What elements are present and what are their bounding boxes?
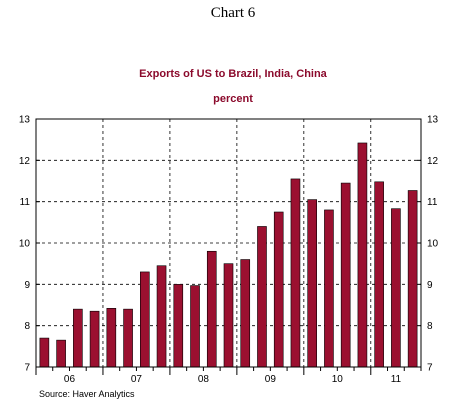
bar <box>357 142 368 368</box>
y-tick-label-right: 12 <box>427 156 439 167</box>
bar <box>290 178 301 368</box>
x-year-label: 09 <box>265 374 277 385</box>
bar <box>56 339 66 368</box>
y-tick-label-right: 13 <box>427 115 439 126</box>
bar <box>140 271 150 368</box>
bar <box>39 337 50 368</box>
y-tick-label-left: 13 <box>19 115 31 126</box>
bar <box>307 199 317 368</box>
x-year-label: 11 <box>391 374 402 385</box>
y-tick-label-left: 10 <box>19 239 31 250</box>
bar <box>89 310 100 368</box>
bar <box>206 250 217 368</box>
source-note: Source: Haver Analytics <box>39 389 135 399</box>
bar <box>407 190 418 368</box>
bar <box>374 181 384 368</box>
y-tick-label-left: 7 <box>24 363 30 374</box>
y-tick-label-right: 11 <box>427 197 438 208</box>
x-year-label: 07 <box>131 374 143 385</box>
y-tick-label-right: 10 <box>427 239 439 250</box>
bar <box>190 285 200 368</box>
bar <box>273 211 284 368</box>
x-year-label: 08 <box>198 374 210 385</box>
bar <box>123 308 133 368</box>
bar <box>223 263 234 368</box>
x-year-label: 10 <box>332 374 344 385</box>
bar <box>324 209 334 368</box>
y-tick-label-right: 7 <box>427 363 433 374</box>
bars <box>39 142 418 368</box>
bar <box>257 226 267 368</box>
bar <box>156 265 167 368</box>
chart-header: Chart 6 <box>211 5 256 21</box>
bar <box>340 182 351 368</box>
y-axis-ticks: 7 7 8 8 9 9 10 10 11 11 12 12 13 13 <box>19 115 439 374</box>
chart-title: Exports of US to Brazil, India, China <box>139 68 328 80</box>
chart-subtitle: percent <box>213 93 253 105</box>
y-tick-label-left: 11 <box>20 197 31 208</box>
bar <box>73 308 83 368</box>
bar <box>240 259 251 368</box>
y-tick-label-left: 8 <box>24 321 30 332</box>
bar <box>391 208 401 368</box>
y-tick-label-left: 9 <box>24 280 30 291</box>
y-tick-label-right: 8 <box>427 321 433 332</box>
y-tick-label-left: 12 <box>19 156 31 167</box>
bar <box>106 308 117 368</box>
x-year-label: 06 <box>64 374 76 385</box>
y-tick-label-right: 9 <box>427 280 433 291</box>
x-axis-ticks: 06 07 08 09 10 11 <box>35 367 422 385</box>
bar <box>173 284 184 368</box>
